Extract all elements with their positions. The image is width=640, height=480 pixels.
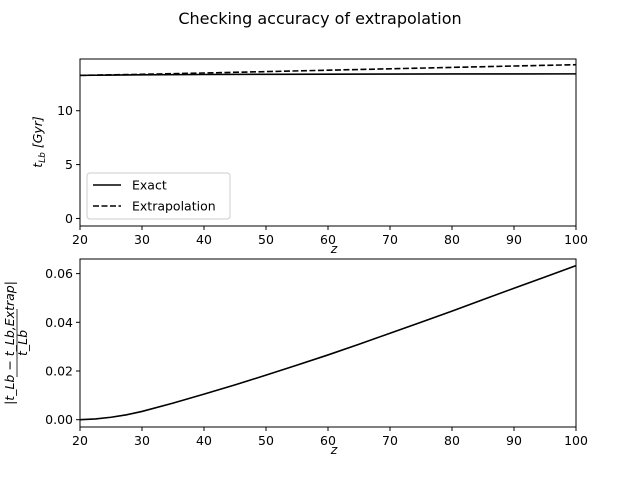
x-tick-label: 30 (134, 433, 150, 448)
y-tick-label: 0.04 (45, 315, 73, 330)
x-axis-label: z (330, 241, 338, 256)
y-tick-label: 5 (65, 157, 73, 172)
y-tick-label: 10 (57, 103, 73, 118)
series-line-error (79, 264, 577, 421)
x-tick-label: 40 (196, 232, 212, 247)
x-tick-label: 90 (506, 232, 522, 247)
y-label-numerator: |t_Lb − t_Lb,Extrap| (2, 281, 17, 405)
x-tick-label: 80 (444, 232, 460, 247)
x-tick-label: 20 (72, 433, 88, 448)
x-tick-label: 50 (258, 433, 274, 448)
y-label-denominator: t_Lb (15, 330, 30, 356)
x-tick-label: 60 (320, 232, 336, 247)
y-axis-label: |t_Lb − t_Lb,Extrap|t_Lb (2, 281, 30, 405)
x-axis-label: z (330, 442, 338, 457)
y-tick-label: 0.06 (45, 266, 73, 281)
y-tick-label: 0.02 (45, 364, 73, 379)
x-tick-label: 100 (564, 232, 588, 247)
x-tick-label: 80 (444, 433, 460, 448)
legend: Exact Extrapolation (86, 172, 231, 220)
legend-label-exact: Exact (132, 178, 167, 193)
figure-title: Checking accuracy of extrapolation (178, 9, 461, 28)
legend-box (86, 172, 231, 220)
x-tick-label: 30 (134, 232, 150, 247)
y-tick-label: 0.00 (45, 412, 73, 427)
x-tick-label: 90 (506, 433, 522, 448)
series-line-extrapolation (79, 63, 577, 77)
x-tick-label: 70 (382, 433, 398, 448)
series-line-exact (79, 73, 577, 77)
x-tick-label: 70 (382, 232, 398, 247)
bottom-panel-relative-error: 20 30 40 50 60 70 80 90 100 0.00 0.02 0.04 0.06 z |t_L… (2, 258, 588, 457)
x-tick-label: 20 (72, 232, 88, 247)
y-tick-label: 0 (65, 211, 73, 226)
x-tick-label: 60 (320, 433, 336, 448)
x-tick-label: 40 (196, 433, 212, 448)
y-axis-label: tLb [Gyr] (30, 116, 48, 168)
x-tick-label: 50 (258, 232, 274, 247)
legend-label-extrapolation: Extrapolation (132, 199, 216, 214)
plot-area (80, 259, 576, 427)
x-tick-label: 100 (564, 433, 588, 448)
